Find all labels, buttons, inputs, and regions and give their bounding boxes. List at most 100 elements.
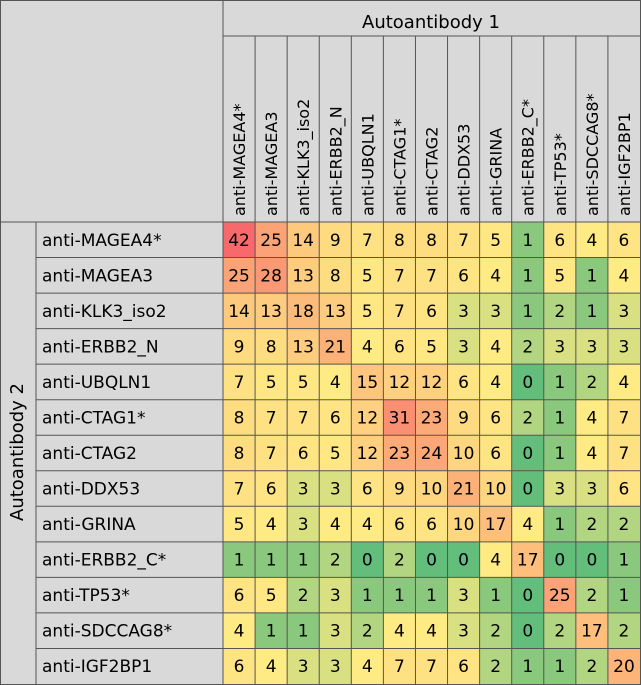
heatmap-cell xyxy=(511,257,544,294)
cell-value-label: 5 xyxy=(298,373,309,393)
cell-value-label: 9 xyxy=(234,337,245,357)
heatmap-cell xyxy=(255,541,288,578)
heatmap-cell xyxy=(607,257,640,294)
heatmap-cell xyxy=(543,577,576,613)
cell-value-label: 2 xyxy=(554,302,565,322)
cell-value-label: 28 xyxy=(260,266,282,286)
cell-value-label: 5 xyxy=(490,231,501,251)
cell-value-label: 7 xyxy=(619,408,630,428)
cell-value-label: 4 xyxy=(266,657,277,677)
cell-value-label: 4 xyxy=(586,231,597,251)
heatmap-cell xyxy=(351,399,384,436)
heatmap-cell xyxy=(479,577,512,613)
heatmap-cell xyxy=(383,328,416,365)
heatmap-cell xyxy=(255,328,288,365)
heatmap-cell xyxy=(351,364,384,400)
cell-value-label: 24 xyxy=(421,444,443,464)
heatmap-cell xyxy=(223,399,256,436)
row-label: anti-IGF2BP1 xyxy=(42,657,152,677)
cell-value-label: 5 xyxy=(362,266,373,286)
cell-value-label: 6 xyxy=(426,515,437,535)
column-label: anti-TP53* xyxy=(551,133,570,216)
cell-value-label: 3 xyxy=(298,515,309,535)
header-background xyxy=(0,0,641,222)
heatmap-cell xyxy=(575,293,608,329)
cell-value-label: 0 xyxy=(522,622,533,642)
cell-value-label: 3 xyxy=(330,586,341,606)
cell-value-label: 2 xyxy=(522,408,533,428)
cell-value-label: 4 xyxy=(362,657,373,677)
cell-value-label: 7 xyxy=(266,408,277,428)
row-label: anti-CTAG2 xyxy=(42,444,137,464)
heatmap-cell xyxy=(319,648,352,684)
heatmap-cell xyxy=(415,577,448,613)
cell-value-label: 7 xyxy=(234,373,245,393)
cell-value-label: 1 xyxy=(426,586,437,606)
heatmap-cell xyxy=(511,435,544,471)
cell-value-label: 3 xyxy=(554,480,565,500)
heatmap-cell xyxy=(447,257,480,294)
cell-value-label: 0 xyxy=(362,551,373,571)
heatmap-cell xyxy=(447,470,480,507)
heatmap-cell xyxy=(255,612,288,649)
heatmap-cell xyxy=(383,364,416,400)
cell-value-label: 10 xyxy=(485,480,507,500)
column-label: anti-GRINA xyxy=(487,128,506,216)
cell-value-label: 2 xyxy=(586,373,597,393)
heatmap-cell xyxy=(255,577,288,613)
cell-value-label: 7 xyxy=(362,231,373,251)
heatmap-cell xyxy=(447,648,480,684)
heatmap-cell xyxy=(543,364,576,400)
cell-value-label: 1 xyxy=(298,551,309,571)
cell-value-label: 42 xyxy=(228,231,250,251)
heatmap-cell xyxy=(479,470,512,507)
heatmap-cell xyxy=(223,470,256,507)
heatmap-cell xyxy=(607,612,640,649)
cell-value-label: 4 xyxy=(490,373,501,393)
heatmap-cell xyxy=(287,364,320,400)
heatmap-cell xyxy=(575,328,608,365)
heatmap-cell xyxy=(223,222,256,258)
heatmap-cell xyxy=(575,257,608,294)
cell-value-label: 8 xyxy=(266,337,277,357)
cell-value-label: 3 xyxy=(298,480,309,500)
cell-value-label: 4 xyxy=(394,622,405,642)
cell-value-label: 4 xyxy=(586,408,597,428)
heatmap-cell xyxy=(415,648,448,684)
column-label: anti-DDX53 xyxy=(455,124,474,216)
heatmap-cell xyxy=(223,364,256,400)
cell-value-label: 14 xyxy=(292,231,314,251)
cell-value-label: 6 xyxy=(619,480,630,500)
cell-value-label: 0 xyxy=(522,480,533,500)
cell-value-label: 1 xyxy=(522,657,533,677)
column-label: anti-ERBB2_C* xyxy=(519,99,539,216)
cell-value-label: 20 xyxy=(613,657,635,677)
cell-value-label: 7 xyxy=(426,657,437,677)
cell-value-label: 14 xyxy=(228,302,250,322)
cell-value-label: 31 xyxy=(389,408,411,428)
heatmap-cell xyxy=(319,364,352,400)
column-label: anti-CTAG1* xyxy=(390,119,409,216)
heatmap-cell xyxy=(479,541,512,578)
row-label: anti-SDCCAG8* xyxy=(42,622,172,642)
row-label: anti-GRINA xyxy=(42,515,136,535)
cell-value-label: 0 xyxy=(554,551,565,571)
heatmap-cell xyxy=(319,257,352,294)
heatmap-cell xyxy=(447,222,480,258)
heatmap-cell xyxy=(415,612,448,649)
row-label: anti-ERBB2_C* xyxy=(42,551,166,571)
heatmap-cell xyxy=(223,435,256,471)
cell-value-label: 6 xyxy=(234,657,245,677)
heatmap-cell xyxy=(479,506,512,542)
heatmap-cell xyxy=(415,293,448,329)
cell-value-label: 5 xyxy=(362,302,373,322)
cell-value-label: 6 xyxy=(362,480,373,500)
heatmap-cell xyxy=(607,648,640,684)
heatmap-cell xyxy=(543,293,576,329)
heatmap-labels: Autoantibody 1 Autoantibody 2 anti-MAGEA… xyxy=(7,12,634,677)
cell-value-label: 12 xyxy=(389,373,411,393)
cell-value-label: 6 xyxy=(554,231,565,251)
cell-value-label: 17 xyxy=(485,515,507,535)
heatmap-cell xyxy=(511,364,544,400)
cell-value-label: 12 xyxy=(421,373,443,393)
